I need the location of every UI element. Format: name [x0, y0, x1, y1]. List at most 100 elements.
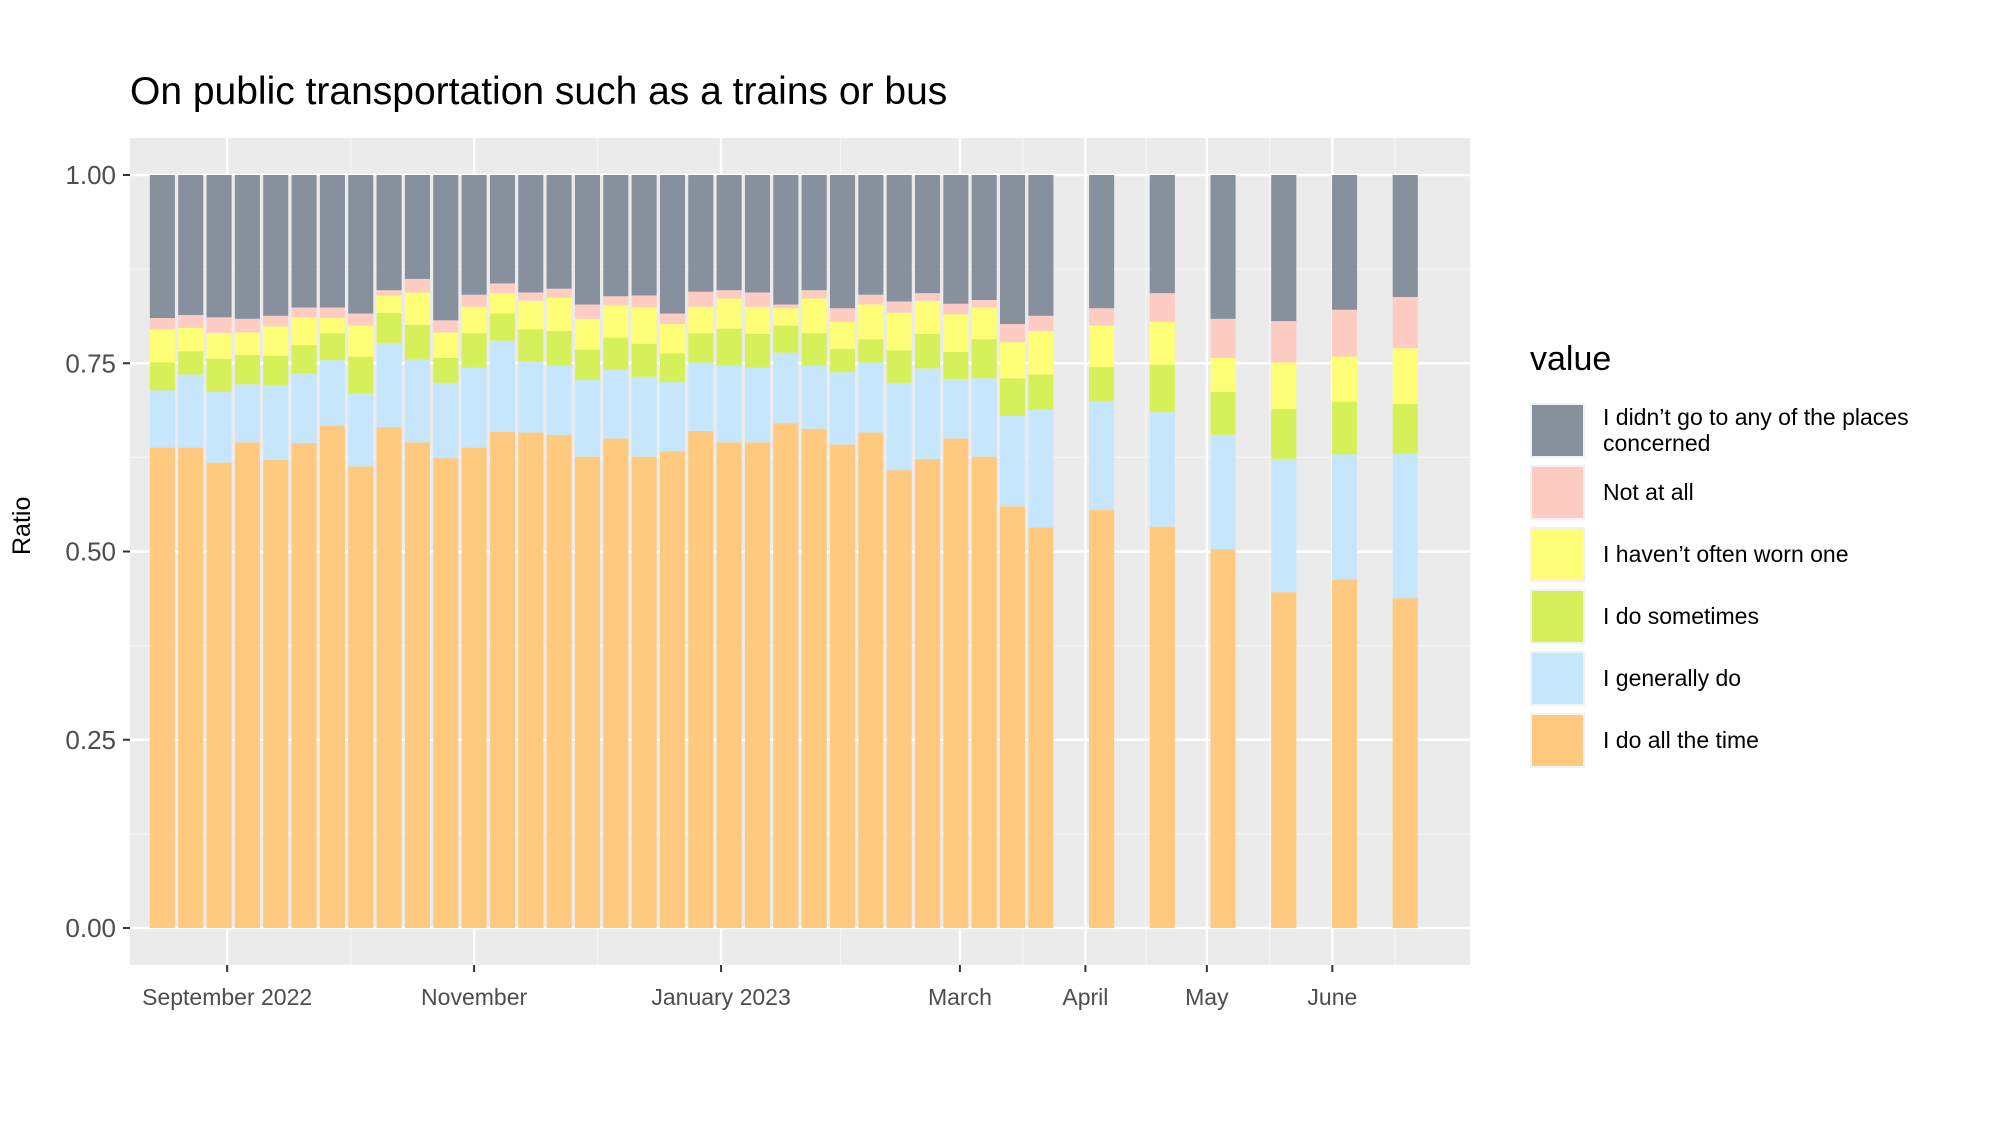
- bar-segment-4: [433, 320, 459, 333]
- bar-segment-5: [1210, 175, 1236, 319]
- y-tick-label: 0.25: [65, 725, 116, 755]
- bar-segment-1: [574, 379, 601, 457]
- legend-item-2: I do sometimes: [1530, 585, 1943, 647]
- bar-segment-3: [1331, 356, 1358, 402]
- bar-segment-3: [489, 293, 515, 314]
- legend-label-0: I do all the time: [1603, 727, 1759, 753]
- bar-segment-2: [234, 354, 260, 385]
- bar-segment-1: [1271, 458, 1297, 593]
- bar-segment-1: [319, 360, 345, 426]
- bar-segment-3: [404, 292, 430, 325]
- bar-segment-1: [263, 385, 289, 460]
- bar-segment-3: [291, 317, 317, 346]
- bar-segment-2: [716, 328, 742, 366]
- bar-segment-1: [1028, 409, 1054, 528]
- bar-segment-4: [404, 278, 430, 293]
- legend-label-4: Not at all: [1603, 479, 1694, 505]
- bar-segment-0: [801, 428, 827, 928]
- y-tick-label: 1.00: [65, 160, 116, 190]
- bar-segment-2: [773, 325, 799, 353]
- bar-segment-5: [659, 175, 686, 314]
- bar-segment-4: [971, 299, 997, 308]
- bar-segment-5: [716, 175, 742, 291]
- bar-segment-1: [659, 382, 686, 452]
- bar-segment-0: [433, 458, 459, 928]
- bar-segment-3: [631, 307, 657, 344]
- bar-segment-1: [744, 367, 771, 443]
- bar-segment-5: [149, 175, 175, 319]
- bar-segment-3: [263, 326, 289, 356]
- bar-segment-3: [886, 312, 912, 351]
- bar-segment-1: [801, 365, 827, 429]
- bar-segment-2: [688, 333, 714, 363]
- bar-segment-4: [376, 290, 402, 296]
- bar-segment-3: [348, 325, 374, 357]
- bar-segment-3: [659, 324, 686, 354]
- bar-segment-5: [1331, 175, 1358, 310]
- bar-segment-4: [489, 283, 515, 294]
- bar-segment-2: [1089, 367, 1115, 401]
- bar-segment-1: [206, 391, 232, 463]
- bar-segment-4: [914, 293, 941, 301]
- bar-segment-2: [659, 353, 686, 383]
- bar-segment-2: [376, 312, 402, 343]
- bar-segment-2: [404, 324, 430, 360]
- legend-label-2: I do sometimes: [1603, 603, 1759, 629]
- bar-segment-0: [659, 451, 686, 928]
- bar-segment-5: [773, 175, 799, 305]
- bar-segment-1: [461, 367, 487, 448]
- x-tick-label: June: [1307, 984, 1357, 1010]
- bar-segment-2: [433, 357, 459, 383]
- bar-segment-3: [518, 300, 544, 330]
- bar-segment-3: [149, 329, 175, 363]
- bar-segment-5: [971, 175, 997, 300]
- bar-segment-3: [461, 306, 487, 334]
- bar-segment-2: [546, 330, 572, 366]
- bar-segment-3: [744, 306, 771, 334]
- bar-segment-4: [348, 313, 374, 326]
- bar-segment-4: [1392, 296, 1418, 349]
- bar-segment-0: [348, 466, 374, 928]
- legend-key-1: [1530, 650, 1585, 706]
- bar-segment-4: [773, 304, 799, 309]
- x-tick-label: April: [1062, 984, 1108, 1010]
- bar-segment-3: [858, 304, 884, 340]
- bar-segment-0: [461, 447, 487, 928]
- bar-segment-3: [716, 298, 742, 329]
- bar-segment-3: [603, 305, 629, 338]
- bar-segment-1: [631, 376, 657, 457]
- bar-segment-0: [178, 447, 204, 928]
- bar-segment-4: [291, 307, 317, 318]
- bar-segment-0: [1392, 598, 1418, 928]
- bar-segment-3: [1392, 348, 1418, 404]
- bar-segment-5: [489, 175, 515, 284]
- y-tick-label: 0.50: [65, 537, 116, 567]
- bar-segment-2: [999, 378, 1026, 416]
- bar-segment-2: [149, 362, 175, 391]
- bar-segment-0: [546, 434, 572, 928]
- bar-segment-0: [688, 431, 714, 928]
- x-tick-label: November: [421, 984, 527, 1010]
- bar-segment-4: [574, 304, 601, 319]
- bar-segment-1: [1149, 412, 1175, 527]
- bar-segment-0: [603, 438, 629, 928]
- bar-segment-4: [801, 290, 827, 299]
- bar-segment-5: [744, 175, 771, 293]
- bar-segment-2: [319, 333, 345, 361]
- bar-segment-1: [943, 379, 969, 439]
- chart-title: On public transportation such as a train…: [130, 70, 948, 113]
- bar-segment-4: [716, 290, 742, 299]
- bar-segment-2: [943, 351, 969, 380]
- bar-segment-2: [1210, 391, 1236, 435]
- bar-segment-0: [858, 432, 884, 928]
- bar-segment-1: [886, 382, 912, 471]
- bar-segment-5: [914, 175, 941, 294]
- bar-segment-4: [943, 303, 969, 315]
- bar-segment-5: [461, 175, 487, 295]
- bar-segment-2: [263, 355, 289, 386]
- x-tick-label: May: [1185, 984, 1229, 1010]
- bar-segment-1: [149, 390, 175, 448]
- bar-segment-1: [234, 384, 260, 443]
- bar-segment-0: [1271, 592, 1297, 928]
